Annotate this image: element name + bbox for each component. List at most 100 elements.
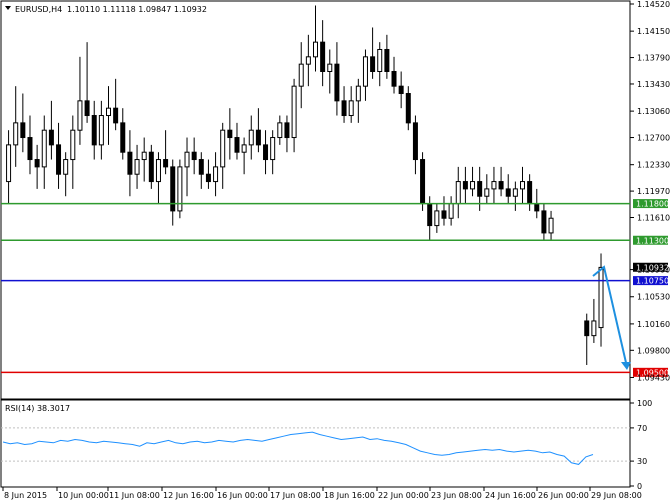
rsi-axis: 100 70 30 0 bbox=[1, 399, 652, 491]
candle-body bbox=[113, 107, 119, 124]
price-tick-label: 1.14150 bbox=[637, 27, 670, 36]
candle-body bbox=[441, 210, 447, 219]
price-tick-label: 1.11970 bbox=[637, 187, 670, 196]
rsi-tick-label: 70 bbox=[637, 424, 647, 433]
candle-body bbox=[6, 144, 12, 183]
candle-body bbox=[41, 129, 47, 168]
level-label: 1.10750 bbox=[636, 277, 669, 286]
candle-body bbox=[248, 129, 254, 146]
rsi-tick-label: 30 bbox=[637, 457, 647, 466]
time-tick-label: 16 Jun 00:00 bbox=[217, 491, 268, 500]
level-label-box bbox=[633, 367, 668, 377]
candle-body bbox=[213, 166, 219, 183]
candle-body bbox=[305, 56, 311, 65]
price-tick-label: 1.10530 bbox=[637, 293, 670, 302]
candle-body bbox=[405, 93, 411, 124]
price-tick-label: 1.13790 bbox=[637, 54, 670, 63]
price-tick-label: 1.13060 bbox=[637, 107, 670, 116]
candle-body bbox=[541, 210, 547, 234]
time-tick-label: 10 Jun 00:00 bbox=[58, 491, 109, 500]
candle-body bbox=[106, 107, 111, 117]
candle-body bbox=[63, 159, 69, 175]
time-tick-label: 26 Jun 00:00 bbox=[538, 491, 589, 500]
candle-body bbox=[270, 137, 276, 161]
candle-body bbox=[327, 63, 333, 73]
rsi-line bbox=[2, 431, 594, 465]
candle-body bbox=[177, 166, 183, 212]
ohlc-readout: 1.10110 1.11118 1.09847 1.10932 bbox=[67, 5, 207, 14]
candle-body bbox=[391, 71, 397, 87]
price-tick-label: 1.13430 bbox=[637, 80, 670, 89]
time-tick-label: 29 Jun 08:00 bbox=[591, 491, 642, 500]
symbol-header: EURUSD,H4 1.10110 1.11118 1.09847 1.1093… bbox=[5, 5, 207, 14]
candle-body bbox=[198, 159, 204, 175]
candle-body bbox=[548, 217, 554, 234]
dropdown-triangle-icon[interactable] bbox=[5, 6, 11, 10]
candle-body bbox=[320, 41, 326, 73]
candle-body bbox=[127, 151, 133, 175]
rsi-tick-label: 0 bbox=[637, 482, 642, 491]
main-chart-frame bbox=[0, 0, 631, 400]
candle-body bbox=[462, 181, 468, 190]
candle-body bbox=[120, 122, 126, 153]
candle-body bbox=[341, 100, 347, 117]
candle-body bbox=[98, 115, 104, 146]
time-tick-label: 8 Jun 2015 bbox=[4, 491, 47, 500]
candle-body bbox=[56, 144, 62, 175]
candle-body bbox=[163, 159, 169, 168]
candle-body bbox=[134, 159, 140, 175]
candle-body bbox=[477, 181, 483, 197]
candle-body bbox=[412, 122, 418, 161]
time-axis: 8 Jun 2015 10 Jun 00:00 11 Jun 08:00 12 Jun… bbox=[2, 487, 642, 500]
candle-body bbox=[20, 122, 26, 139]
candle-body bbox=[263, 144, 269, 161]
candle-body bbox=[70, 129, 76, 161]
candle-body bbox=[291, 85, 297, 139]
candles-layer bbox=[6, 5, 604, 365]
candle-body bbox=[277, 122, 283, 139]
candle-body bbox=[498, 181, 504, 190]
svg-text:1.10932: 1.10932 bbox=[636, 263, 669, 272]
price-tick-label: 1.12700 bbox=[637, 134, 670, 143]
rsi-tick-label: 100 bbox=[637, 399, 652, 408]
price-tick-label: 1.10160 bbox=[637, 320, 670, 329]
candle-body bbox=[520, 181, 525, 190]
candle-body bbox=[34, 159, 40, 168]
price-tick-label: 1.09800 bbox=[637, 346, 670, 355]
forecast-arrow bbox=[592, 265, 631, 370]
candle-body bbox=[48, 129, 54, 146]
candle-body bbox=[448, 203, 454, 219]
current-price-marker: 1.10932 bbox=[633, 262, 669, 272]
candle-body bbox=[455, 181, 461, 205]
candle-body bbox=[241, 144, 247, 153]
candle-body bbox=[398, 85, 404, 95]
symbol-label: EURUSD,H4 bbox=[15, 5, 62, 14]
candle-body bbox=[534, 203, 540, 212]
candle-body bbox=[298, 63, 304, 87]
level-label-box bbox=[633, 276, 668, 286]
candle-body bbox=[77, 100, 83, 131]
candle-body bbox=[141, 151, 147, 161]
candle-body bbox=[91, 115, 97, 146]
rsi-frame bbox=[0, 399, 631, 488]
candle-body bbox=[334, 63, 340, 102]
price-tick-label: 1.12330 bbox=[637, 161, 670, 170]
candle-body bbox=[348, 100, 354, 117]
candle-body bbox=[484, 188, 490, 197]
time-tick-label: 23 Jun 08:00 bbox=[431, 491, 482, 500]
candle-body bbox=[598, 266, 604, 329]
candle-body bbox=[205, 173, 211, 183]
candle-body bbox=[84, 100, 90, 117]
candle-body bbox=[313, 41, 318, 58]
candle-body bbox=[527, 181, 533, 205]
candle-body bbox=[434, 210, 440, 227]
candle-body bbox=[234, 137, 240, 153]
candle-body bbox=[470, 181, 476, 190]
price-tick-label: 1.14520 bbox=[637, 0, 670, 9]
candle-body bbox=[13, 122, 19, 146]
price-tick-label: 1.11610 bbox=[637, 214, 670, 223]
candle-body bbox=[384, 48, 390, 73]
candle-body bbox=[184, 151, 190, 168]
time-tick-label: 11 Jun 08:00 bbox=[109, 491, 160, 500]
